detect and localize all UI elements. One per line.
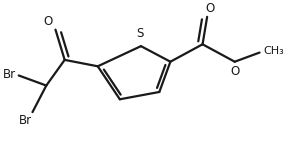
Text: Br: Br bbox=[3, 68, 16, 80]
Text: O: O bbox=[230, 65, 239, 78]
Text: S: S bbox=[137, 27, 144, 40]
Text: Br: Br bbox=[19, 114, 33, 127]
Text: CH₃: CH₃ bbox=[264, 46, 284, 56]
Text: O: O bbox=[205, 2, 215, 15]
Text: O: O bbox=[43, 15, 52, 28]
